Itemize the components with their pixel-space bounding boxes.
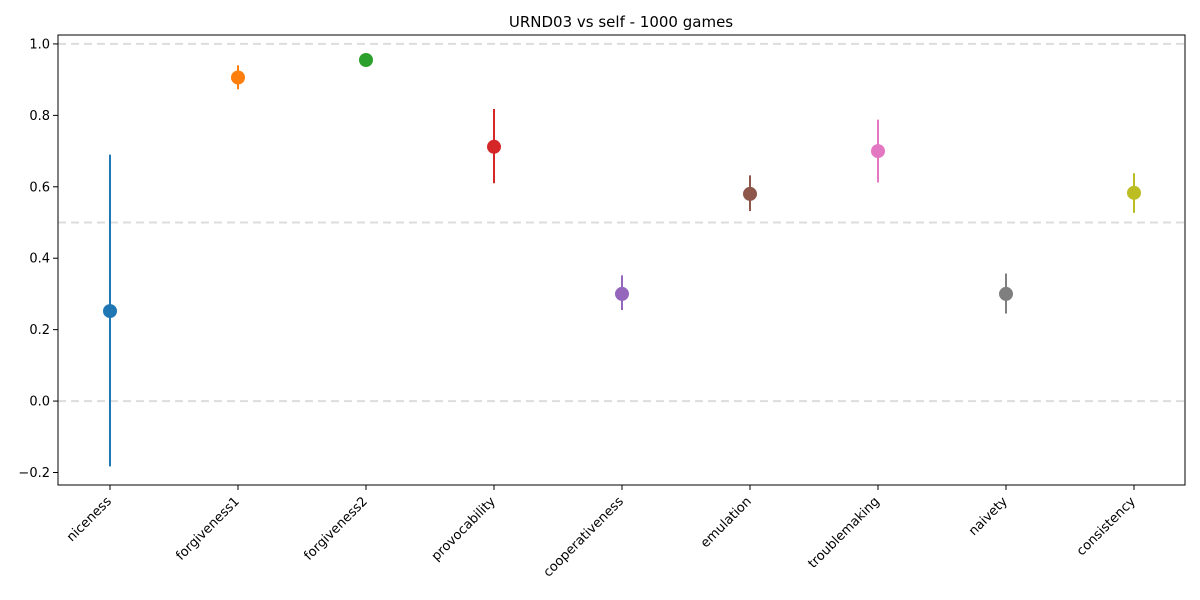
x-axis: niceness forgiveness1 forgiveness2 provocab…	[64, 485, 1139, 580]
data-point	[871, 144, 885, 159]
x-tick-label: cooperativeness	[541, 494, 627, 580]
data-point	[487, 139, 501, 154]
error-bars	[109, 58, 1135, 467]
x-tick-label: consistency	[1074, 494, 1139, 559]
x-tick-label: naivety	[966, 494, 1011, 539]
data-point	[103, 304, 117, 319]
y-tick-label: 0.0	[29, 395, 50, 410]
y-tick-label: 1.0	[29, 37, 50, 52]
data-point	[1127, 185, 1141, 200]
data-point	[999, 286, 1013, 301]
reference-lines	[58, 42, 1185, 403]
data-point	[359, 53, 373, 67]
x-tick-label: niceness	[64, 494, 115, 545]
x-tick-label: provocability	[429, 494, 499, 564]
data-point	[743, 186, 757, 201]
plot-area-frame	[57, 34, 1186, 486]
x-tick-label: forgiveness1	[173, 494, 242, 563]
y-axis: −0.2 0.0 0.2 0.4 0.6 0.8 1.0	[18, 37, 58, 481]
data-point	[231, 70, 245, 85]
data-point	[615, 286, 629, 301]
x-tick-label: troublemaking	[805, 494, 882, 571]
y-tick-label: 0.2	[29, 323, 50, 338]
y-tick-label: 0.8	[29, 109, 50, 124]
y-tick-label: 0.4	[29, 252, 50, 267]
data-points	[103, 53, 1141, 319]
x-tick-label: forgiveness2	[301, 494, 370, 563]
x-tick-label: emulation	[698, 494, 755, 551]
y-tick-label: −0.2	[18, 466, 50, 481]
chart-title: URND03 vs self - 1000 games	[509, 13, 733, 31]
y-tick-label: 0.6	[29, 180, 50, 195]
